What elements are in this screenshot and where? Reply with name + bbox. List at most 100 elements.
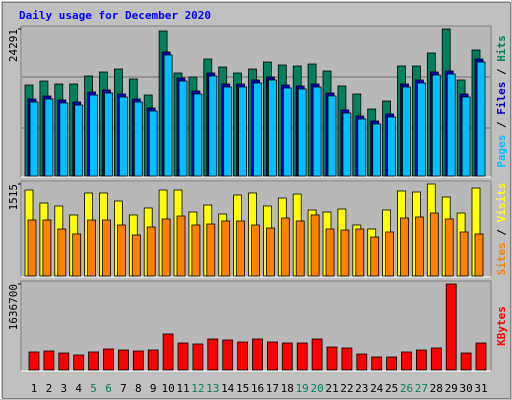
y-tick-label: 1636700	[7, 284, 20, 330]
bar	[102, 219, 111, 277]
bar	[221, 220, 231, 277]
bar	[59, 102, 69, 177]
bar	[431, 74, 441, 177]
bar	[74, 104, 84, 177]
bar	[251, 224, 260, 277]
bar	[163, 54, 173, 177]
bar	[371, 356, 383, 371]
x-tick-label: 17	[266, 382, 279, 395]
bar	[131, 234, 141, 277]
bar	[57, 228, 67, 277]
bar	[415, 349, 427, 371]
bar	[474, 233, 484, 277]
bar	[341, 347, 353, 371]
bar	[296, 342, 308, 371]
y-tick-label: 24291	[7, 29, 20, 62]
bar	[72, 233, 82, 277]
bar	[326, 346, 338, 371]
bar	[207, 338, 219, 371]
bar	[372, 123, 382, 177]
bar	[88, 351, 99, 371]
bar	[459, 231, 469, 277]
bar	[312, 86, 322, 177]
bar	[340, 229, 350, 277]
bar	[147, 349, 159, 371]
bar	[253, 82, 262, 177]
bar	[161, 218, 171, 277]
x-tick-label: 31	[474, 382, 487, 395]
x-tick-label: 21	[325, 382, 338, 395]
bar	[444, 218, 454, 277]
bar	[387, 116, 397, 177]
bar	[265, 227, 275, 277]
legend: Pages / Files / Hits	[495, 35, 508, 168]
x-tick-label: 26	[400, 382, 413, 395]
bar	[176, 215, 186, 277]
x-tick-label: 1	[31, 382, 38, 395]
bar	[475, 342, 487, 371]
bar	[236, 220, 246, 277]
legend: KBytes	[495, 306, 508, 346]
bar	[44, 98, 54, 177]
bar	[208, 75, 218, 177]
x-tick-label: 28	[430, 382, 443, 395]
x-tick-label: 3	[60, 382, 67, 395]
bar	[401, 351, 412, 371]
bar	[266, 341, 278, 371]
bar	[386, 356, 398, 371]
bar	[162, 333, 174, 371]
bar	[237, 341, 249, 371]
bar	[73, 354, 85, 371]
bar	[178, 80, 188, 177]
bar	[119, 96, 128, 177]
x-tick-label: 30	[459, 382, 472, 395]
bar	[42, 219, 52, 277]
bar	[400, 217, 409, 277]
x-tick-label: 22	[340, 382, 353, 395]
bar	[385, 231, 395, 277]
bar	[133, 101, 143, 177]
legend-entry: Pages	[495, 135, 508, 168]
x-tick-label: 13	[206, 382, 219, 395]
x-tick-label: 18	[281, 382, 294, 395]
bar	[311, 338, 323, 371]
chart-title: Daily usage for December 2020	[19, 9, 211, 22]
bar	[461, 96, 471, 177]
x-tick-label: 8	[135, 382, 142, 395]
bar	[295, 220, 305, 277]
legend-entry: Visits	[495, 183, 508, 223]
bar	[282, 87, 292, 177]
bar	[297, 88, 307, 177]
bar	[103, 348, 114, 371]
bar	[356, 353, 368, 371]
bar	[104, 92, 113, 177]
bar	[87, 219, 96, 277]
bar	[177, 342, 189, 371]
bar	[192, 343, 204, 371]
x-tick-label: 10	[161, 382, 174, 395]
legend-entry: Files	[495, 82, 508, 115]
bar	[29, 101, 39, 177]
bar	[252, 338, 263, 371]
bar	[476, 61, 486, 177]
bar	[414, 216, 424, 277]
x-tick-label: 24	[370, 382, 384, 395]
bar	[460, 352, 472, 371]
bar	[28, 351, 40, 371]
bar	[238, 86, 248, 177]
x-tick-label: 29	[445, 382, 458, 395]
bar	[355, 228, 365, 277]
legend-separator: /	[495, 115, 508, 135]
bar	[310, 214, 320, 277]
x-tick-label: 2	[46, 382, 53, 395]
bar	[327, 95, 337, 177]
x-tick-label: 9	[150, 382, 157, 395]
y-tick-label: 1515	[7, 184, 20, 211]
bar	[89, 94, 98, 177]
x-tick-label: 6	[105, 382, 112, 395]
bar	[222, 339, 234, 371]
bar	[43, 350, 55, 371]
legend-separator: /	[495, 62, 508, 82]
legend: Sites / Visits	[495, 183, 508, 276]
